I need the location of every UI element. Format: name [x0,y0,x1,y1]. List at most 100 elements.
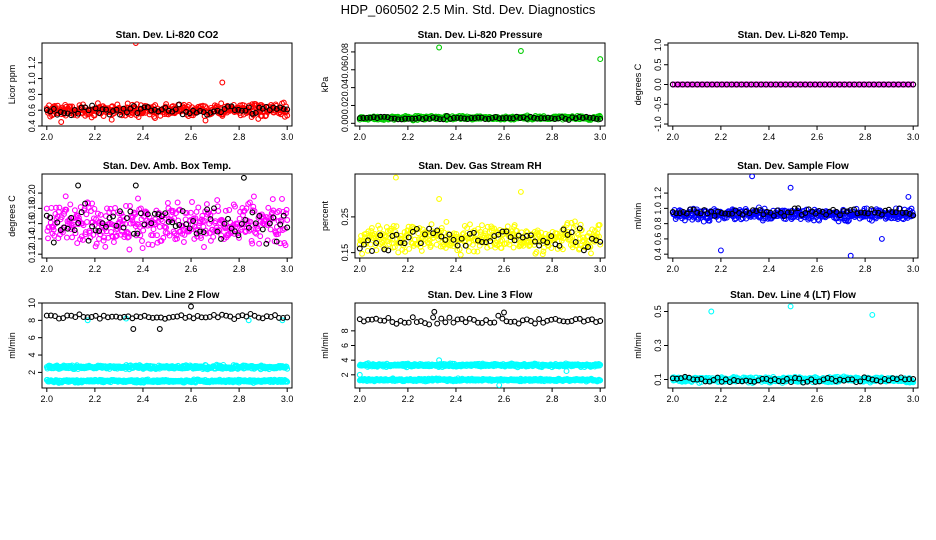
data-point [910,81,917,88]
data-point [374,115,381,122]
y-tick-label: 0.14 [27,230,37,248]
data-point [539,251,546,258]
data-point [847,252,854,258]
data-point [123,215,130,222]
data-point [137,105,144,112]
data-point [702,81,709,88]
data-point [228,103,235,110]
data-point [106,214,113,221]
data-point [124,234,131,241]
data-point [470,229,477,236]
data-point [503,228,510,235]
data-point [214,228,221,235]
data-point [434,320,441,327]
data-point [144,104,151,111]
data-point [263,313,270,320]
x-tick-label: 2.0 [667,264,680,274]
data-point [232,203,238,210]
y-axis-label: ml/min [633,332,643,359]
data-point [56,315,62,322]
data-point [864,210,871,217]
x-tick-label: 2.4 [763,264,776,274]
data-point [908,205,915,212]
data-point [210,233,217,240]
data-point [390,223,397,229]
data-point [681,81,688,88]
data-point [69,234,76,241]
panel-title: Stan. Dev. Sample Flow [737,161,849,172]
y-tick-label: 0.1 [653,373,663,386]
data-point [749,207,756,214]
data-point [242,216,249,223]
data-point [542,230,549,237]
data-point [431,308,438,315]
data-point [430,114,436,121]
data-point [68,112,75,119]
data-point [93,240,100,247]
data-point [160,234,167,241]
data-point [225,215,231,222]
data-point [501,309,507,316]
data-point [360,115,367,121]
data-point [101,234,108,241]
data-point [443,218,450,225]
data-point [519,317,526,324]
data-point [409,228,416,235]
data-point [284,365,291,372]
data-point [121,313,128,320]
data-point [117,208,123,215]
data-point [181,231,188,238]
data-point [249,110,256,117]
y-tick-label: 0.25 [340,208,350,226]
data-point [109,233,116,240]
y-tick-label: -0.5 [653,97,663,113]
data-point [284,378,291,385]
data-point [398,116,405,123]
data-point [867,81,874,88]
data-point [381,317,388,324]
data-point [211,108,217,115]
data-point [377,113,384,120]
data-point [227,313,234,320]
x-tick-label: 2.2 [715,132,728,142]
data-point [405,115,412,122]
data-point [577,221,584,228]
y-tick-label: 1.0 [27,72,37,85]
data-point [186,225,193,232]
plot-frame [354,173,606,259]
y-tick-label: 0.12 [27,245,37,263]
data-point [882,215,889,222]
data-point [520,114,527,121]
data-point [393,223,400,230]
data-point [180,239,187,245]
points-layer [356,308,604,388]
data-point [119,221,126,227]
data-point [495,231,502,238]
data-point [273,105,280,112]
data-point [235,106,242,113]
data-point [802,210,809,217]
data-point [669,209,676,215]
data-point [532,238,538,245]
data-point [676,210,683,217]
data-point [869,311,876,318]
data-point [162,210,169,217]
data-point [520,242,527,249]
data-point [82,200,89,207]
data-point [597,241,604,248]
data-point [726,81,733,88]
data-point [97,211,104,218]
data-point [126,246,133,253]
data-point [201,244,207,250]
data-point [189,199,195,205]
data-point [538,115,544,122]
data-point [52,313,58,320]
data-point [381,113,388,120]
panel-title: Stan. Dev. Li-820 Pressure [418,30,543,41]
data-point [597,318,604,324]
x-tick-label: 2.6 [185,394,198,404]
data-point [725,210,732,217]
x-tick-label: 2.4 [450,394,463,404]
x-tick-label: 2.8 [859,132,872,142]
